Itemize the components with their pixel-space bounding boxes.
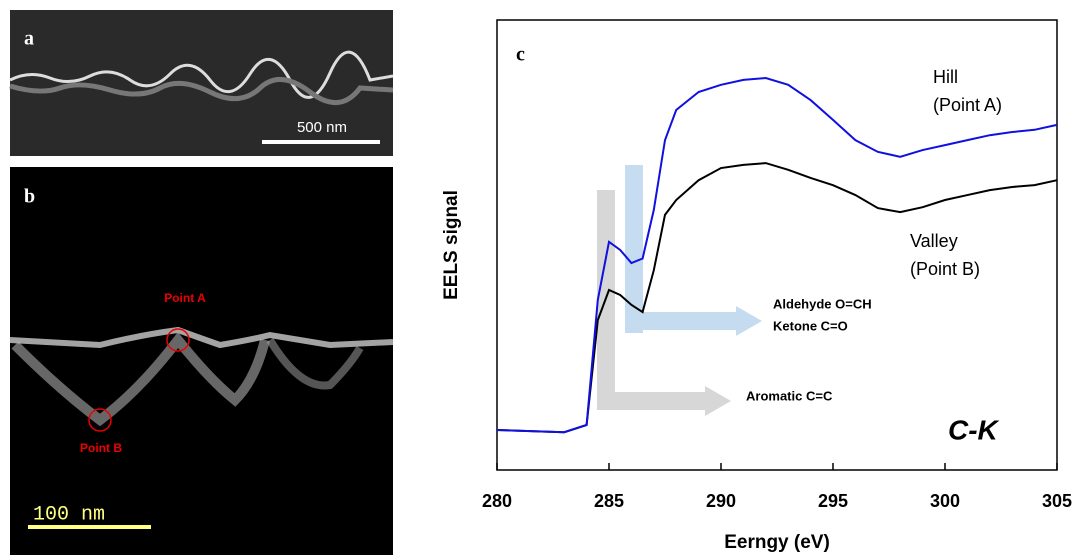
point-b-marker	[88, 408, 112, 432]
annotation: Ketone C=O	[773, 318, 848, 333]
x-tick-label: 295	[818, 491, 848, 511]
panel-label: c	[516, 44, 525, 66]
scale-bar-label: 500 nm	[297, 119, 347, 136]
arrow-head	[705, 386, 731, 416]
scale-bar	[262, 140, 380, 144]
x-tick-label: 305	[1042, 491, 1072, 511]
hill-valley-profile	[11, 331, 270, 427]
annotation: (Point B)	[910, 259, 980, 279]
panel-c: c EELS signal Eerngy (eV) Aldehyde O=CH …	[441, 19, 1058, 553]
panel-a: a 500 nm	[9, 10, 394, 156]
point-b-label: Point B	[80, 441, 122, 455]
panel-label: a	[24, 28, 34, 50]
x-tick-label: 280	[482, 491, 512, 511]
panel-label: b	[24, 186, 35, 208]
profile-right	[266, 337, 364, 390]
x-tick-label: 285	[594, 491, 624, 511]
annotation: C-K	[948, 414, 1000, 445]
annotation: Aromatic C=C	[746, 388, 833, 403]
annotation: Valley	[910, 231, 958, 251]
spectrum-line	[496, 162, 1058, 434]
point-a-marker	[166, 328, 190, 352]
arrow-shaft	[597, 392, 707, 410]
y-axis-label: EELS signal	[441, 190, 462, 300]
surface-shadow	[9, 77, 394, 106]
x-tick-label: 300	[930, 491, 960, 511]
spectrum-line	[496, 77, 1058, 434]
blue-arrow	[625, 165, 762, 336]
annotation: Hill	[933, 67, 958, 87]
arrow-head	[736, 306, 762, 336]
x-tick-label: 290	[706, 491, 736, 511]
surface-film	[9, 326, 394, 349]
arrow-shaft	[625, 312, 738, 330]
panel-b: Point A Point B b 100 nm	[9, 167, 394, 555]
annotation: Aldehyde O=CH	[773, 296, 872, 311]
arrow-shaft	[625, 165, 643, 333]
scale-bar	[28, 525, 151, 529]
plot-frame	[496, 19, 1058, 471]
scale-bar-label: 100 nm	[33, 503, 105, 526]
point-a-label: Point A	[164, 291, 206, 305]
x-axis-label: Eerngy (eV)	[724, 532, 830, 553]
surface-profile	[9, 50, 394, 99]
annotation: (Point A)	[933, 95, 1002, 115]
